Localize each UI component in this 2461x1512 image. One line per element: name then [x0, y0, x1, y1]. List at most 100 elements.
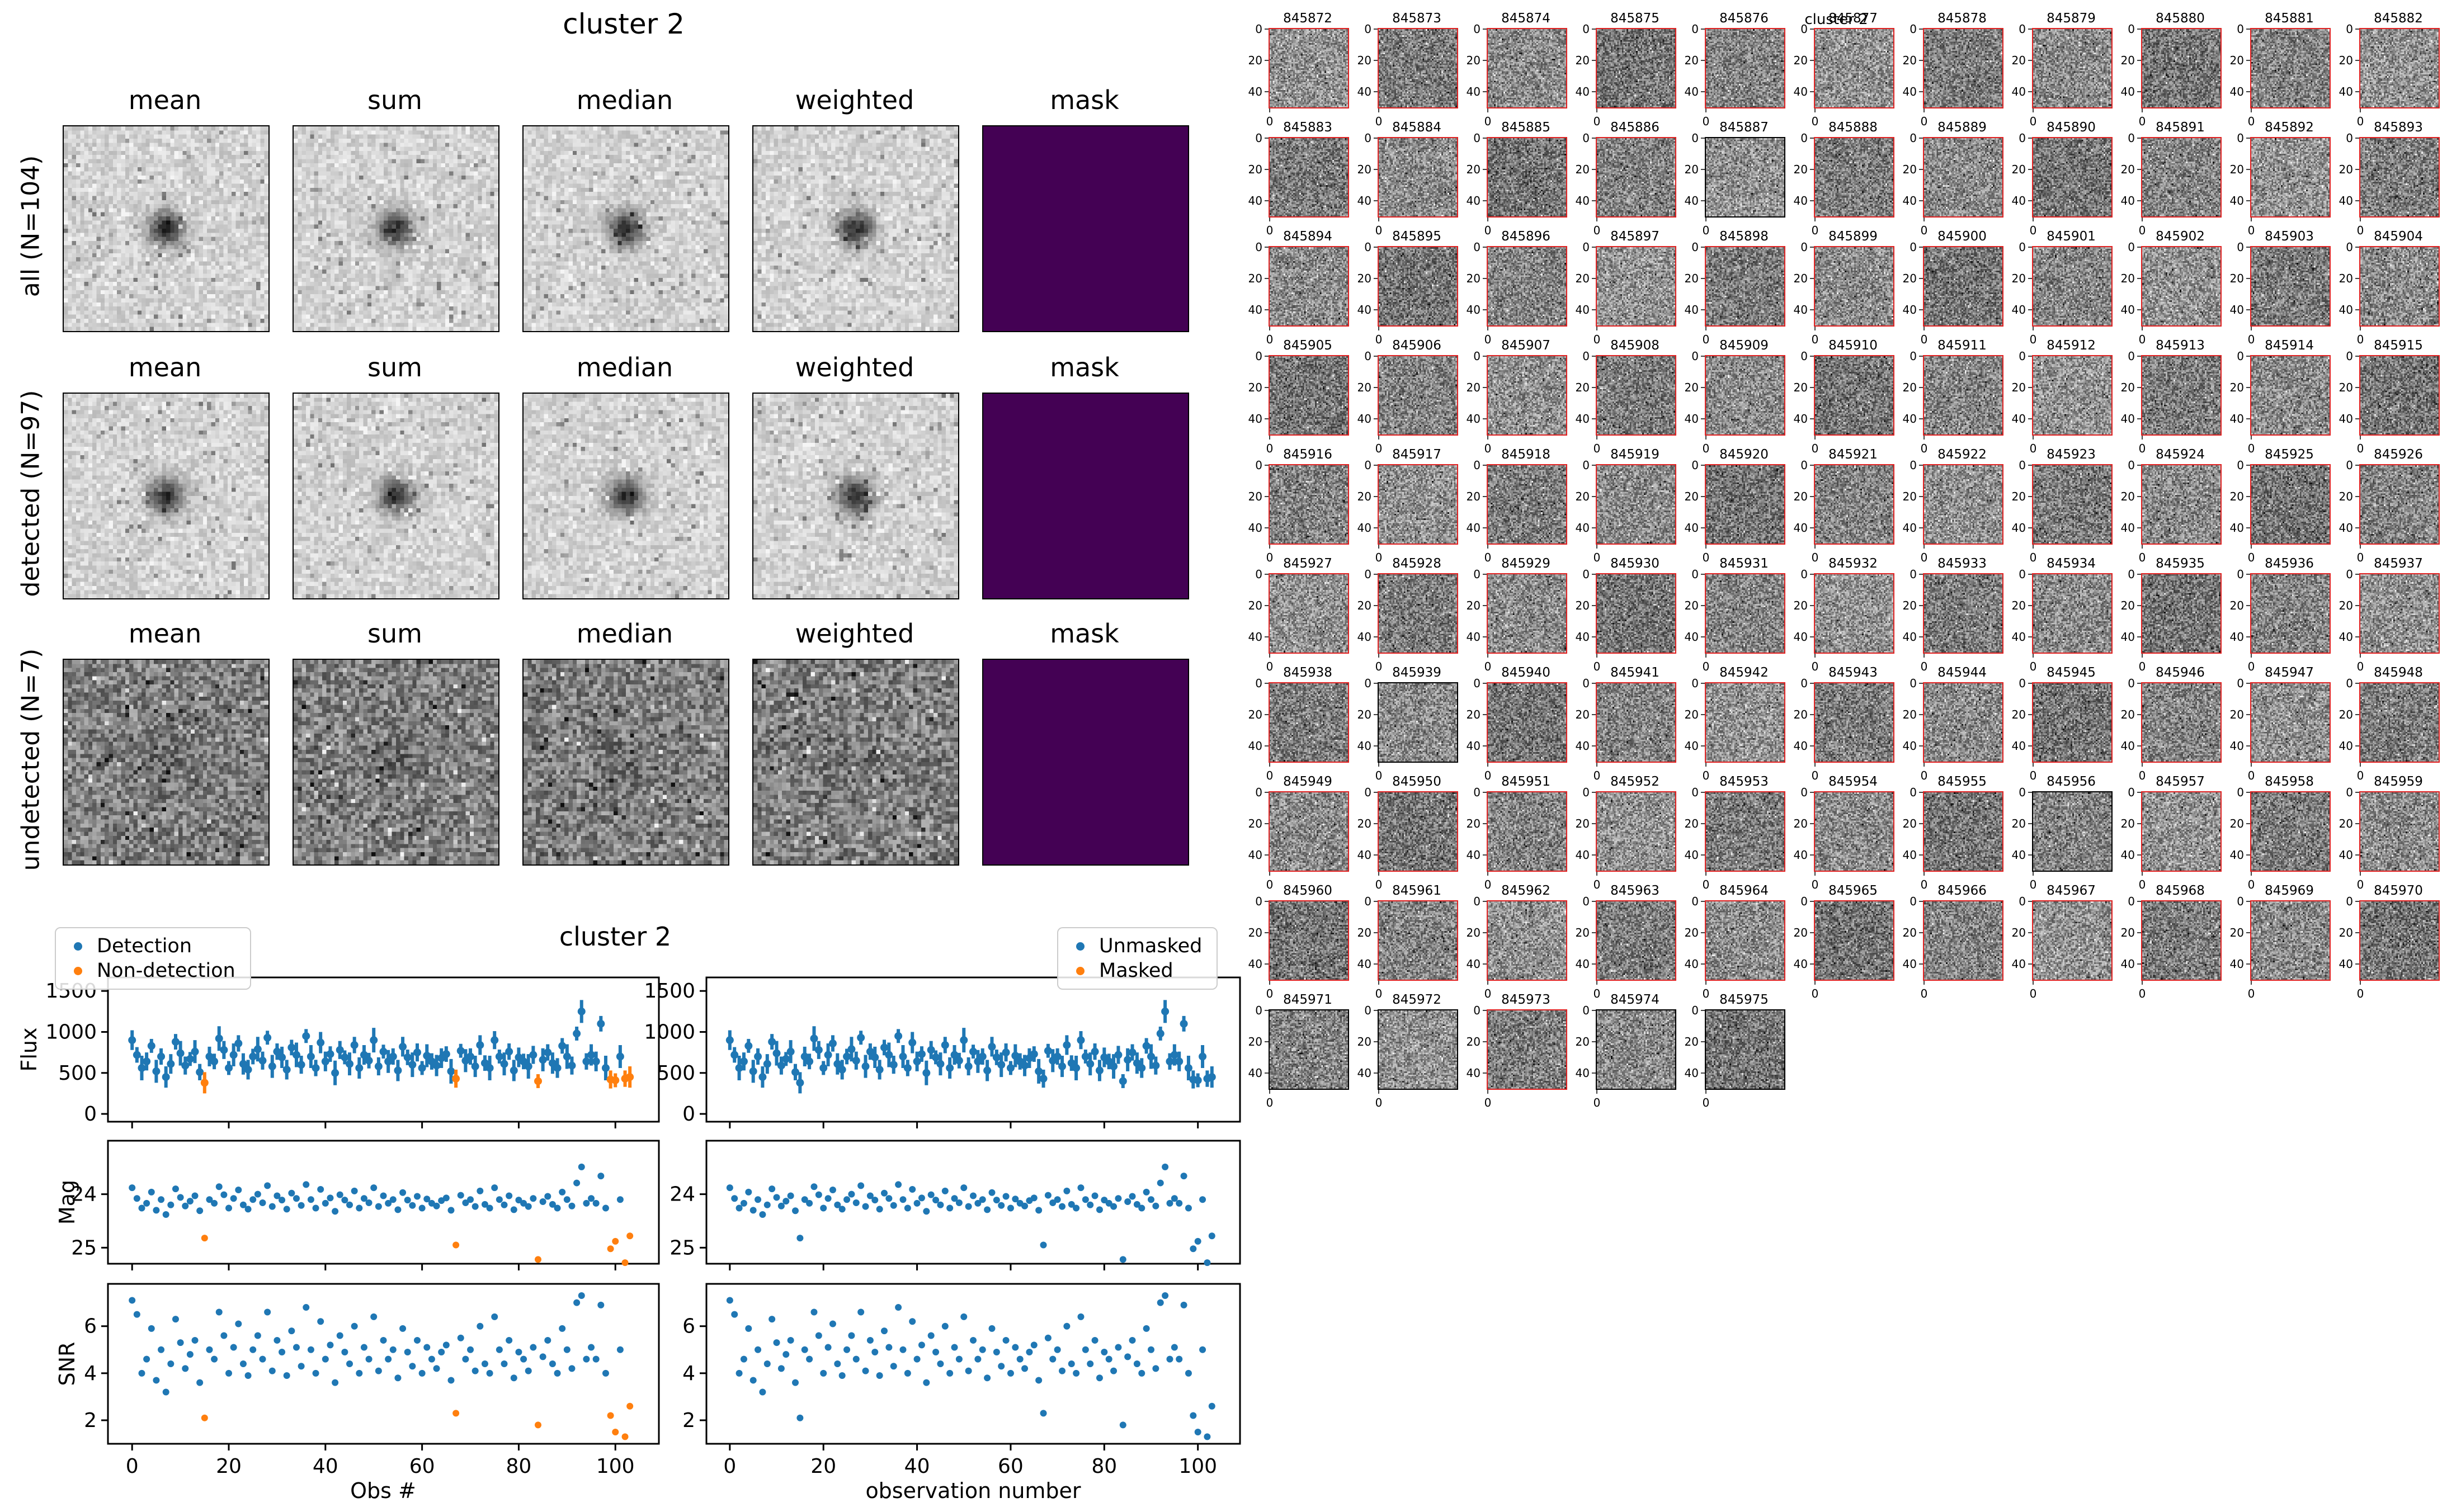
svg-text:0: 0: [2019, 133, 2026, 145]
thumbnail-id-label: 845906: [1392, 338, 1441, 353]
svg-text:20: 20: [1794, 599, 1808, 612]
thumbnail-id-label: 845894: [1283, 229, 1332, 244]
thumbnail-axis-ticks: 0204002040: [2339, 896, 2364, 1000]
svg-text:20: 20: [2339, 381, 2353, 394]
thumbnail-image: [1269, 28, 1349, 108]
svg-text:0: 0: [1593, 442, 1601, 455]
thumbnail-image: [2141, 573, 2222, 654]
thumbnail-image: [1487, 137, 1567, 218]
svg-text:0: 0: [1364, 896, 1371, 908]
thumbnail-image: [1814, 246, 1894, 327]
svg-text:0: 0: [1593, 660, 1601, 673]
svg-text:20: 20: [1576, 599, 1590, 612]
svg-text:20: 20: [2230, 708, 2244, 721]
svg-text:40: 40: [2230, 957, 2244, 971]
svg-text:0: 0: [1582, 351, 1590, 363]
svg-text:0: 0: [1910, 23, 1917, 36]
thumbnail-axis-ticks: 0204002040: [1903, 351, 1928, 455]
svg-text:80: 80: [1091, 1455, 1117, 1478]
svg-text:20: 20: [2121, 54, 2135, 67]
stack-column-header: mask: [1050, 352, 1119, 382]
svg-text:1000: 1000: [45, 1020, 97, 1043]
thumbnail-id-label: 845932: [1828, 556, 1878, 571]
svg-text:0: 0: [2139, 878, 2146, 891]
svg-text:0: 0: [1921, 878, 1928, 891]
svg-text:0: 0: [1266, 115, 1274, 128]
svg-text:0: 0: [2357, 333, 2364, 346]
svg-text:0: 0: [1484, 224, 1492, 237]
svg-text:40: 40: [1467, 521, 1481, 535]
svg-text:20: 20: [1357, 381, 1371, 394]
thumbnail-axis-ticks: 0204002040: [2121, 133, 2146, 237]
svg-text:20: 20: [1685, 490, 1699, 503]
svg-text:0: 0: [2357, 660, 2364, 673]
thumbnail-image: [2359, 464, 2440, 545]
svg-text:20: 20: [1357, 926, 1371, 939]
svg-text:40: 40: [2339, 303, 2353, 316]
thumbnail-image: [2359, 573, 2440, 654]
svg-text:0: 0: [1691, 133, 1699, 145]
thumbnail-id-label: 845886: [1610, 120, 1659, 135]
svg-text:0: 0: [1812, 987, 1819, 1000]
svg-text:0: 0: [1800, 351, 1808, 363]
svg-text:0: 0: [2019, 787, 2026, 799]
thumbnail-id-label: 845951: [1501, 774, 1550, 789]
svg-text:20: 20: [1248, 272, 1262, 285]
svg-text:0: 0: [1812, 115, 1819, 128]
svg-text:0: 0: [2019, 242, 2026, 254]
svg-text:20: 20: [2230, 490, 2244, 503]
thumbnail-image: [1487, 573, 1567, 654]
thumbnail-image: [2032, 246, 2113, 327]
thumbnail-id-label: 845953: [1719, 774, 1769, 789]
svg-text:40: 40: [1794, 412, 1808, 426]
svg-text:40: 40: [1248, 630, 1262, 644]
thumbnail-id-label: 845973: [1501, 993, 1550, 1007]
svg-text:20: 20: [1794, 817, 1808, 830]
svg-text:80: 80: [506, 1455, 532, 1478]
svg-text:40: 40: [1576, 303, 1590, 316]
thumbnail-id-label: 845972: [1392, 993, 1441, 1007]
svg-text:20: 20: [1576, 381, 1590, 394]
svg-text:20: 20: [1248, 926, 1262, 939]
thumbnail-image: [1923, 464, 2003, 545]
svg-text:20: 20: [1357, 54, 1371, 67]
svg-text:0: 0: [1593, 987, 1601, 1000]
svg-text:0: 0: [1910, 569, 1917, 581]
thumbnail-axis-ticks: 0204002040: [1467, 1005, 1492, 1109]
svg-text:20: 20: [1794, 490, 1808, 503]
stack-column-header: weighted: [795, 85, 914, 115]
svg-text:20: 20: [1685, 272, 1699, 285]
svg-text:0: 0: [1266, 442, 1274, 455]
svg-text:40: 40: [1248, 1066, 1262, 1080]
thumbnail-image: [1487, 355, 1567, 436]
thumbnail-id-label: 845925: [2265, 447, 2314, 462]
thumbnail-image: [1378, 137, 1458, 218]
svg-text:40: 40: [1467, 630, 1481, 644]
svg-text:0: 0: [2248, 878, 2255, 891]
thumbnail-id-label: 845909: [1719, 338, 1769, 353]
svg-text:40: 40: [1467, 739, 1481, 753]
thumbnail-id-label: 845963: [1610, 883, 1659, 898]
svg-text:0: 0: [1921, 333, 1928, 346]
thumbnail-id-label: 845947: [2265, 665, 2314, 680]
svg-text:1000: 1000: [644, 1020, 695, 1043]
svg-text:20: 20: [1576, 1035, 1590, 1048]
svg-text:0: 0: [2237, 787, 2244, 799]
svg-text:0: 0: [2357, 442, 2364, 455]
svg-text:0: 0: [1703, 115, 1710, 128]
svg-text:40: 40: [1903, 85, 1917, 98]
stack-stamp-image: [293, 659, 499, 866]
svg-text:0: 0: [1703, 333, 1710, 346]
svg-text:0: 0: [2019, 678, 2026, 690]
svg-text:25: 25: [71, 1236, 97, 1259]
svg-text:0: 0: [2139, 769, 2146, 782]
thumbnail-id-label: 845967: [2047, 883, 2096, 898]
thumbnail-id-label: 845946: [2156, 665, 2205, 680]
svg-text:0: 0: [1910, 460, 1917, 472]
thumbnail-id-label: 845874: [1501, 11, 1550, 26]
thumbnail-image: [2250, 464, 2331, 545]
thumbnail-axis-ticks: 0204002040: [1248, 242, 1274, 346]
svg-text:0: 0: [2030, 660, 2037, 673]
